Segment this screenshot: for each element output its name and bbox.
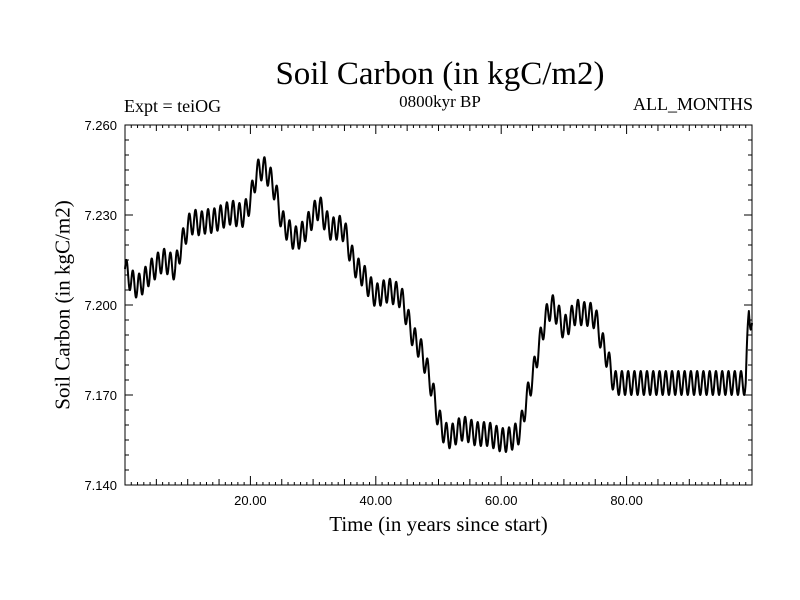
plot-frame: [124, 124, 753, 486]
chart-title: Soil Carbon (in kgC/m2): [275, 56, 605, 92]
y-tick-label: 7.230: [84, 208, 117, 223]
x-axis: 20.00 40.00 60.00 80.00: [124, 125, 753, 508]
x-tick-label: 80.00: [610, 493, 643, 508]
y-tick-label: 7.200: [84, 298, 117, 313]
y-axis: 7.140 7.170 7.200 7.230 7.260: [84, 118, 752, 493]
y-axis-title: Soil Carbon (in kgC/m2): [50, 200, 75, 410]
y-tick-label: 7.170: [84, 388, 117, 403]
period-label: 0800kyr BP: [399, 92, 481, 111]
x-axis-title: Time (in years since start): [329, 512, 548, 536]
months-label: ALL_MONTHS: [633, 94, 753, 114]
y-tick-label: 7.260: [84, 118, 117, 133]
y-tick-label: 7.140: [84, 478, 117, 493]
soil-carbon-line: [124, 156, 753, 453]
x-tick-label: 20.00: [234, 493, 267, 508]
x-tick-label: 40.00: [360, 493, 393, 508]
experiment-label: Expt = teiOG: [124, 96, 222, 116]
x-tick-label: 60.00: [485, 493, 518, 508]
